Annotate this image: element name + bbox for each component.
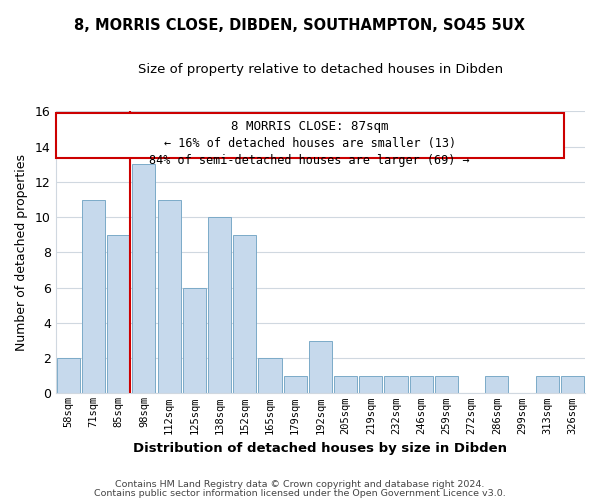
- Bar: [259, 358, 281, 394]
- Bar: [82, 200, 105, 394]
- Bar: [485, 376, 508, 394]
- Text: Contains public sector information licensed under the Open Government Licence v3: Contains public sector information licen…: [94, 488, 506, 498]
- Bar: [435, 376, 458, 394]
- Text: 8, MORRIS CLOSE, DIBDEN, SOUTHAMPTON, SO45 5UX: 8, MORRIS CLOSE, DIBDEN, SOUTHAMPTON, SO…: [74, 18, 526, 32]
- Bar: [334, 376, 357, 394]
- FancyBboxPatch shape: [56, 113, 564, 158]
- Bar: [385, 376, 407, 394]
- Bar: [158, 200, 181, 394]
- Bar: [107, 235, 130, 394]
- Bar: [133, 164, 155, 394]
- Text: ← 16% of detached houses are smaller (13): ← 16% of detached houses are smaller (13…: [164, 137, 456, 150]
- Bar: [410, 376, 433, 394]
- Bar: [208, 217, 231, 394]
- Text: 84% of semi-detached houses are larger (69) →: 84% of semi-detached houses are larger (…: [149, 154, 470, 166]
- Bar: [359, 376, 382, 394]
- Bar: [56, 358, 80, 394]
- Text: Contains HM Land Registry data © Crown copyright and database right 2024.: Contains HM Land Registry data © Crown c…: [115, 480, 485, 489]
- Bar: [309, 340, 332, 394]
- X-axis label: Distribution of detached houses by size in Dibden: Distribution of detached houses by size …: [133, 442, 508, 455]
- Bar: [561, 376, 584, 394]
- Bar: [536, 376, 559, 394]
- Y-axis label: Number of detached properties: Number of detached properties: [15, 154, 28, 351]
- Bar: [183, 288, 206, 394]
- Text: 8 MORRIS CLOSE: 87sqm: 8 MORRIS CLOSE: 87sqm: [231, 120, 389, 133]
- Title: Size of property relative to detached houses in Dibden: Size of property relative to detached ho…: [138, 62, 503, 76]
- Bar: [233, 235, 256, 394]
- Bar: [284, 376, 307, 394]
